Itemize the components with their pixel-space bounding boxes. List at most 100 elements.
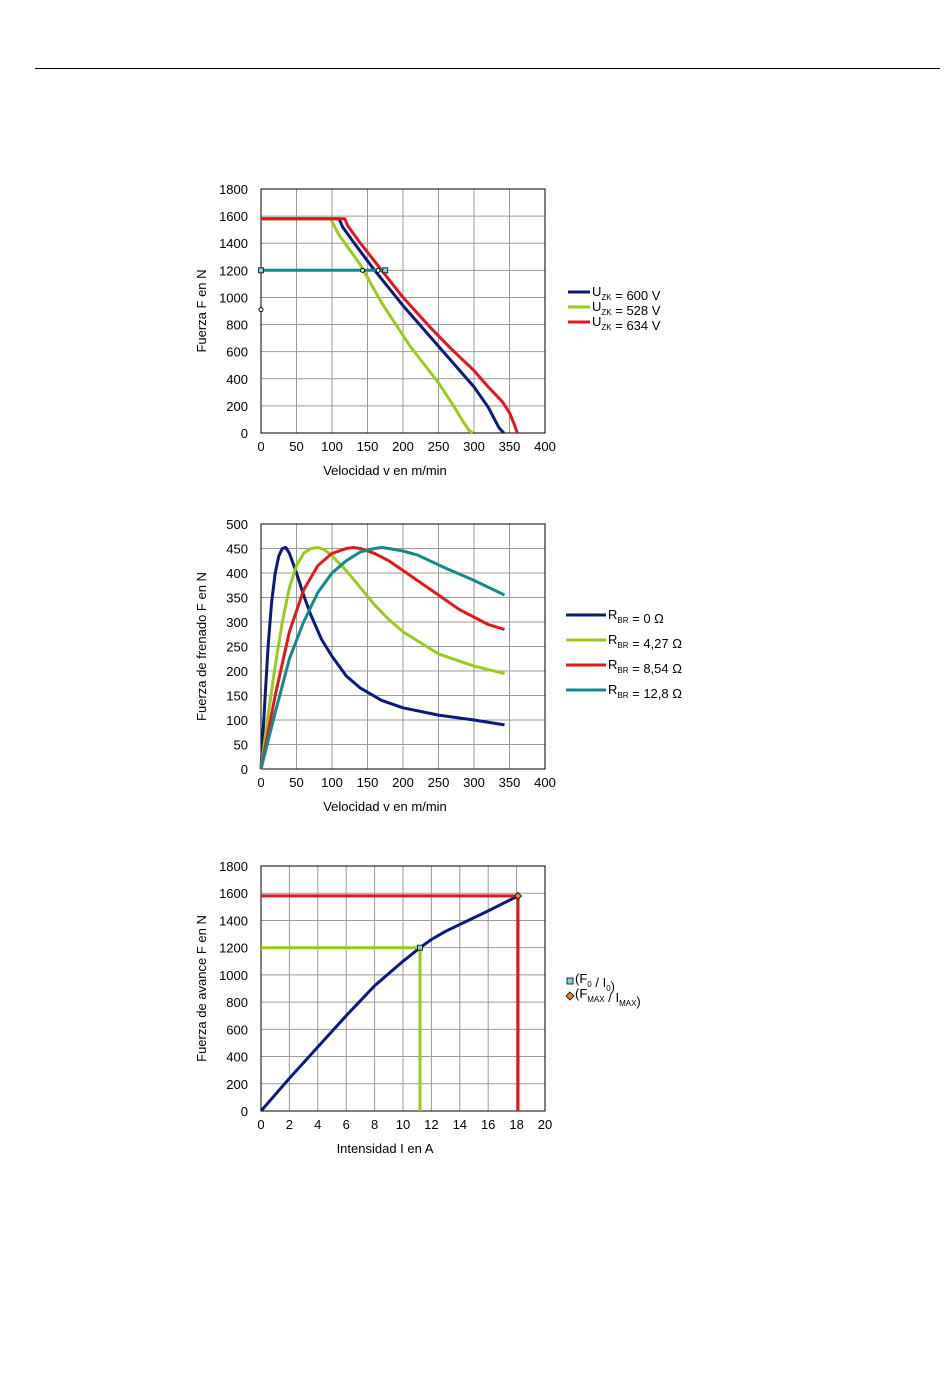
y-tick-label: 250 xyxy=(226,640,248,655)
series-line-1 xyxy=(259,894,519,1112)
data-marker-square xyxy=(382,267,389,274)
x-tick-label: 18 xyxy=(509,1117,523,1132)
y-tick-label: 1000 xyxy=(219,290,248,305)
y-tick-label: 200 xyxy=(226,399,248,414)
x-tick-label: 250 xyxy=(428,439,450,454)
y-tick-label: 600 xyxy=(226,345,248,360)
y-tick-label: 200 xyxy=(226,664,248,679)
y-tick-label: 300 xyxy=(226,615,248,630)
legend-label: UZK = 634 V xyxy=(592,314,661,333)
y-tick-label: 1800 xyxy=(219,859,248,874)
x-tick-label: 8 xyxy=(371,1117,378,1132)
chart-3: 0 2 4 6 8 10 12 14 16 18 2002004006008001000120014… xyxy=(194,859,641,1156)
x-tick-label: 400 xyxy=(534,439,556,454)
legend-marker-diamond xyxy=(565,991,575,1001)
series-line-2 xyxy=(259,546,505,770)
y-tick-label: 1800 xyxy=(219,182,248,197)
x-tick-label: 350 xyxy=(499,439,521,454)
plot-frame xyxy=(260,865,546,1112)
y-tick-label: 50 xyxy=(234,738,248,753)
x-tick-label: 50 xyxy=(289,439,303,454)
x-tick-label: 300 xyxy=(463,775,485,790)
y-axis-label: Fuerza F en N xyxy=(194,269,209,352)
y-tick-label: 100 xyxy=(226,713,248,728)
data-marker-diamond xyxy=(513,891,523,901)
legend: (F0 / I0)(FMAX / IMAX) xyxy=(565,971,641,1009)
x-tick-label: 2 xyxy=(286,1117,293,1132)
y-tick-label: 1200 xyxy=(219,263,248,278)
x-tick-label: 0 xyxy=(257,1117,264,1132)
x-tick-label: 400 xyxy=(534,775,556,790)
data-marker-dot xyxy=(360,267,366,273)
x-axis-label: Intensidad I en A xyxy=(337,1141,434,1156)
x-tick-label: 12 xyxy=(424,1117,438,1132)
legend-marker-square xyxy=(566,977,574,985)
x-axis-label: Velocidad v en m/min xyxy=(323,799,447,814)
y-tick-label: 1200 xyxy=(219,941,248,956)
data-marker-square xyxy=(258,267,264,274)
series-line-3 xyxy=(261,217,519,434)
x-tick-label: 300 xyxy=(463,439,485,454)
header-rule xyxy=(35,68,940,69)
legend-label: (F0 / I0) xyxy=(575,971,615,994)
legend: RBR = 0 Ω RBR = 4,27 Ω RBR = 8,54 Ω RBR = 1… xyxy=(566,607,682,701)
series-line-4 xyxy=(259,546,506,770)
y-tick-label: 150 xyxy=(226,689,248,704)
y-tick-label: 400 xyxy=(226,372,248,387)
legend-label: UZK = 528 V xyxy=(592,299,661,318)
x-tick-label: 350 xyxy=(499,775,521,790)
x-tick-label: 14 xyxy=(453,1117,467,1132)
x-tick-label: 6 xyxy=(343,1117,350,1132)
y-tick-label: 800 xyxy=(226,318,248,333)
y-tick-label: 0 xyxy=(241,426,248,441)
chart-2: 0 50 100 150 200 250 300 350 400 0 50 100 150 200 250 3… xyxy=(194,517,682,814)
x-tick-label: 100 xyxy=(321,775,343,790)
y-tick-label: 200 xyxy=(226,1077,248,1092)
x-tick-label: 4 xyxy=(314,1117,321,1132)
legend-label: (FMAX / IMAX) xyxy=(575,986,641,1009)
y-tick-label: 1400 xyxy=(219,236,248,251)
legend-label: UZK = 600 V xyxy=(592,284,661,303)
y-axis-label: Fuerza de avance F en N xyxy=(194,915,209,1062)
x-tick-label: 20 xyxy=(538,1117,552,1132)
y-tick-label: 350 xyxy=(226,591,248,606)
plot-frame xyxy=(260,523,546,770)
y-tick-label: 450 xyxy=(226,542,248,557)
series-line-3 xyxy=(259,546,505,770)
y-tick-label: 1600 xyxy=(219,886,248,901)
x-tick-label: 150 xyxy=(357,775,379,790)
x-tick-label: 50 xyxy=(289,775,303,790)
legend-label: RBR = 0 Ω xyxy=(608,607,664,626)
y-tick-label: 0 xyxy=(241,762,248,777)
y-tick-label: 1400 xyxy=(219,913,248,928)
series-line-3 xyxy=(261,894,520,1111)
legend-label: RBR = 4,27 Ω xyxy=(608,632,682,651)
legend-label: RBR = 8,54 Ω xyxy=(608,657,682,676)
x-tick-label: 10 xyxy=(396,1117,410,1132)
y-tick-label: 1000 xyxy=(219,968,248,983)
data-marker-square xyxy=(417,944,423,951)
y-tick-label: 400 xyxy=(226,1050,248,1065)
y-tick-label: 500 xyxy=(226,517,248,532)
y-tick-label: 800 xyxy=(226,995,248,1010)
x-tick-label: 100 xyxy=(321,439,343,454)
x-tick-label: 250 xyxy=(428,775,450,790)
series-line-1 xyxy=(259,546,505,770)
series-line-2 xyxy=(261,217,474,435)
x-tick-label: 200 xyxy=(392,775,414,790)
y-tick-label: 1600 xyxy=(219,209,248,224)
y-axis-label: Fuerza de frenado F en N xyxy=(194,572,209,721)
y-tick-label: 0 xyxy=(241,1104,248,1119)
x-axis-label: Velocidad v en m/min xyxy=(323,463,447,478)
chart-1: 0 50 100 150 200 250 300 350 400 0 200 400 600 800 100… xyxy=(194,182,661,478)
y-tick-label: 400 xyxy=(226,566,248,581)
x-tick-label: 200 xyxy=(392,439,414,454)
x-tick-label: 16 xyxy=(481,1117,495,1132)
series-line-1 xyxy=(261,217,505,435)
x-tick-label: 150 xyxy=(357,439,379,454)
legend-label: RBR = 12,8 Ω xyxy=(608,682,682,701)
y-tick-label: 600 xyxy=(226,1022,248,1037)
data-marker-dot xyxy=(258,307,264,313)
